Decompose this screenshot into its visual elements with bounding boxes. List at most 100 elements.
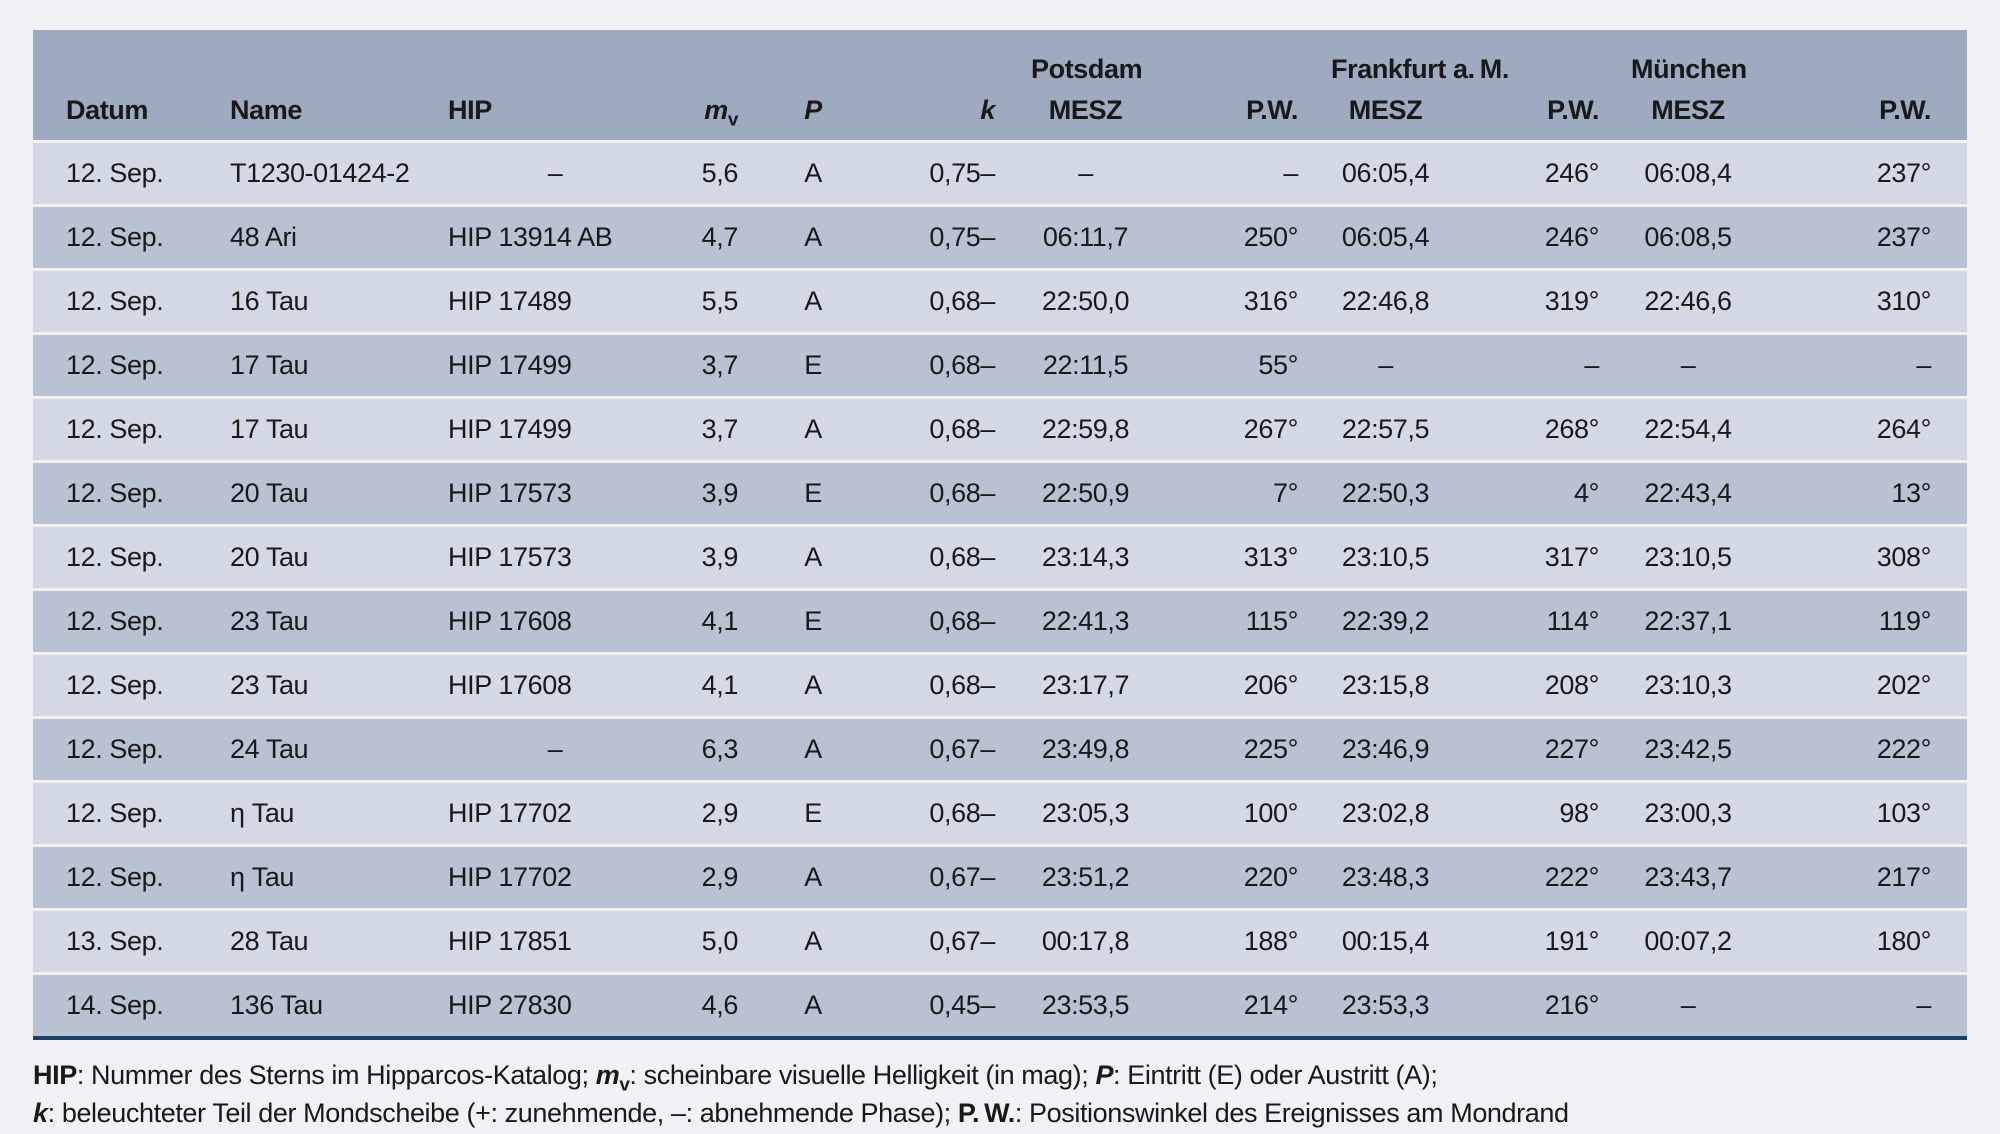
cell-frankfurt-pw: 4°: [1468, 461, 1603, 527]
cell-frankfurt-mesz: 23:10,5: [1303, 525, 1468, 591]
cell-name: 28 Tau: [218, 909, 433, 975]
cell-muenchen-mesz: 06:08,4: [1603, 141, 1773, 207]
cell-name: 48 Ari: [218, 205, 433, 271]
cell-frankfurt-mesz: 22:57,5: [1303, 397, 1468, 463]
cell-p: E: [763, 781, 863, 847]
cell-k: 0,68–: [863, 589, 1003, 655]
footnote-line: k: beleuchteter Teil der Mondscheibe (+:…: [33, 1094, 1967, 1132]
column-label: P.W.: [1879, 95, 1931, 125]
footnote-segment: P: [1095, 1060, 1114, 1090]
cell-muenchen-pw: 237°: [1773, 141, 1967, 207]
cell-frankfurt-pw: 216°: [1468, 973, 1603, 1038]
cell-hip: HIP 27830: [433, 973, 663, 1038]
cell-muenchen-mesz: 23:42,5: [1603, 717, 1773, 783]
cell-mv: 4,6: [663, 973, 763, 1038]
cell-hip: HIP 17573: [433, 461, 663, 527]
column-label: P: [804, 95, 822, 125]
cell-potsdam-pw: 220°: [1168, 845, 1303, 911]
cell-k: 0,68–: [863, 525, 1003, 591]
cell-frankfurt-pw: 114°: [1468, 589, 1603, 655]
cell-potsdam-mesz: 06:11,7: [1003, 205, 1168, 271]
cell-muenchen-mesz: 23:10,3: [1603, 653, 1773, 719]
table-row: 12. Sep. T1230-01424-2–5,6 A 0,75– – –06:05,4…: [33, 141, 1967, 207]
cell-muenchen-mesz: 22:54,4: [1603, 397, 1773, 463]
col-header-mv: mv: [663, 30, 763, 143]
cell-name: 16 Tau: [218, 269, 433, 335]
footnote-segment: : Positionswinkel des Ereignisses am Mon…: [1014, 1098, 1569, 1128]
cell-potsdam-mesz: 23:51,2: [1003, 845, 1168, 911]
table-row: 12. Sep. η Tau HIP 17702 2,9 E 0,68– 23:05,3 10…: [33, 781, 1967, 847]
cell-muenchen-mesz: 00:07,2: [1603, 909, 1773, 975]
cell-hip: HIP 17851: [433, 909, 663, 975]
footnote-line: HIP: Nummer des Sterns im Hipparcos-Kata…: [33, 1056, 1967, 1094]
footnote-segment: k: [33, 1098, 48, 1128]
cell-potsdam-pw: 225°: [1168, 717, 1303, 783]
cell-frankfurt-mesz: 23:53,3: [1303, 973, 1468, 1038]
cell-muenchen-pw: 119°: [1773, 589, 1967, 655]
cell-potsdam-mesz: 22:41,3: [1003, 589, 1168, 655]
cell-datum: 12. Sep.: [33, 269, 218, 335]
table-row: 13. Sep. 28 Tau HIP 17851 5,0 A 0,67– 00:17,8 1…: [33, 909, 1967, 975]
footnote-segment: v: [619, 1074, 630, 1096]
cell-hip: HIP 17608: [433, 589, 663, 655]
cell-datum: 14. Sep.: [33, 973, 218, 1038]
cell-potsdam-pw: 316°: [1168, 269, 1303, 335]
cell-potsdam-pw: 206°: [1168, 653, 1303, 719]
table-row: 12. Sep. 20 Tau HIP 17573 3,9 A 0,68– 23:14,3 3…: [33, 525, 1967, 591]
cell-potsdam-mesz: 23:05,3: [1003, 781, 1168, 847]
cell-hip: HIP 17499: [433, 397, 663, 463]
cell-frankfurt-mesz: 06:05,4: [1303, 141, 1468, 207]
group-header: Frankfurt a. M.: [1331, 54, 1509, 84]
cell-p: A: [763, 653, 863, 719]
cell-muenchen-pw: 222°: [1773, 717, 1967, 783]
cell-datum: 12. Sep.: [33, 845, 218, 911]
cell-datum: 12. Sep.: [33, 653, 218, 719]
cell-datum: 12. Sep.: [33, 141, 218, 207]
cell-mv: 3,9: [663, 461, 763, 527]
cell-k: 0,68–: [863, 781, 1003, 847]
cell-name: 20 Tau: [218, 525, 433, 591]
cell-potsdam-mesz: 00:17,8: [1003, 909, 1168, 975]
table-row: 12. Sep. 23 Tau HIP 17608 4,1 E 0,68– 22:41,3 1…: [33, 589, 1967, 655]
cell-muenchen-pw: 180°: [1773, 909, 1967, 975]
cell-mv: 5,0: [663, 909, 763, 975]
footnote-segment: : beleuchteter Teil der Mondscheibe (+: …: [47, 1098, 958, 1128]
cell-p: A: [763, 397, 863, 463]
cell-frankfurt-mesz: 23:46,9: [1303, 717, 1468, 783]
table-row: 12. Sep. 20 Tau HIP 17573 3,9 E 0,68– 22:50,9 7…: [33, 461, 1967, 527]
cell-muenchen-pw: –: [1773, 973, 1967, 1038]
cell-mv: 4,7: [663, 205, 763, 271]
col-header-name: Name: [218, 30, 433, 143]
cell-name: η Tau: [218, 845, 433, 911]
column-label: mv: [704, 95, 738, 131]
cell-datum: 12. Sep.: [33, 589, 218, 655]
cell-frankfurt-mesz: 00:15,4: [1303, 909, 1468, 975]
cell-frankfurt-mesz: –: [1303, 333, 1468, 399]
cell-frankfurt-pw: 208°: [1468, 653, 1603, 719]
cell-name: 136 Tau: [218, 973, 433, 1038]
cell-p: E: [763, 589, 863, 655]
cell-muenchen-pw: 103°: [1773, 781, 1967, 847]
cell-potsdam-mesz: 23:53,5: [1003, 973, 1168, 1038]
column-label: P.W.: [1547, 95, 1599, 125]
column-label: Name: [230, 95, 302, 125]
table-row: 12. Sep. 17 Tau HIP 17499 3,7 E 0,68– 22:11,5 5…: [33, 333, 1967, 399]
cell-potsdam-pw: 115°: [1168, 589, 1303, 655]
col-header-frankfurt-mesz: Frankfurt a. M. MESZ: [1303, 30, 1509, 143]
cell-muenchen-mesz: 22:43,4: [1603, 461, 1773, 527]
cell-datum: 12. Sep.: [33, 525, 218, 591]
cell-frankfurt-pw: 268°: [1468, 397, 1603, 463]
cell-k: 0,75–: [863, 141, 1003, 207]
cell-frankfurt-pw: 246°: [1468, 141, 1603, 207]
table-row: 12. Sep. η Tau HIP 17702 2,9 A 0,67– 23:51,2 22…: [33, 845, 1967, 911]
cell-k: 0,67–: [863, 717, 1003, 783]
cell-datum: 12. Sep.: [33, 461, 218, 527]
cell-mv: 3,7: [663, 397, 763, 463]
cell-potsdam-pw: 214°: [1168, 973, 1303, 1038]
footnote-segment: : scheinbare visuelle Helligkeit (in mag…: [629, 1060, 1096, 1090]
cell-p: E: [763, 461, 863, 527]
table-row: 12. Sep. 48 Ari HIP 13914 AB 4,7 A 0,75– 06:11…: [33, 205, 1967, 271]
col-header-muenchen-pw: P.W.: [1773, 30, 1967, 143]
